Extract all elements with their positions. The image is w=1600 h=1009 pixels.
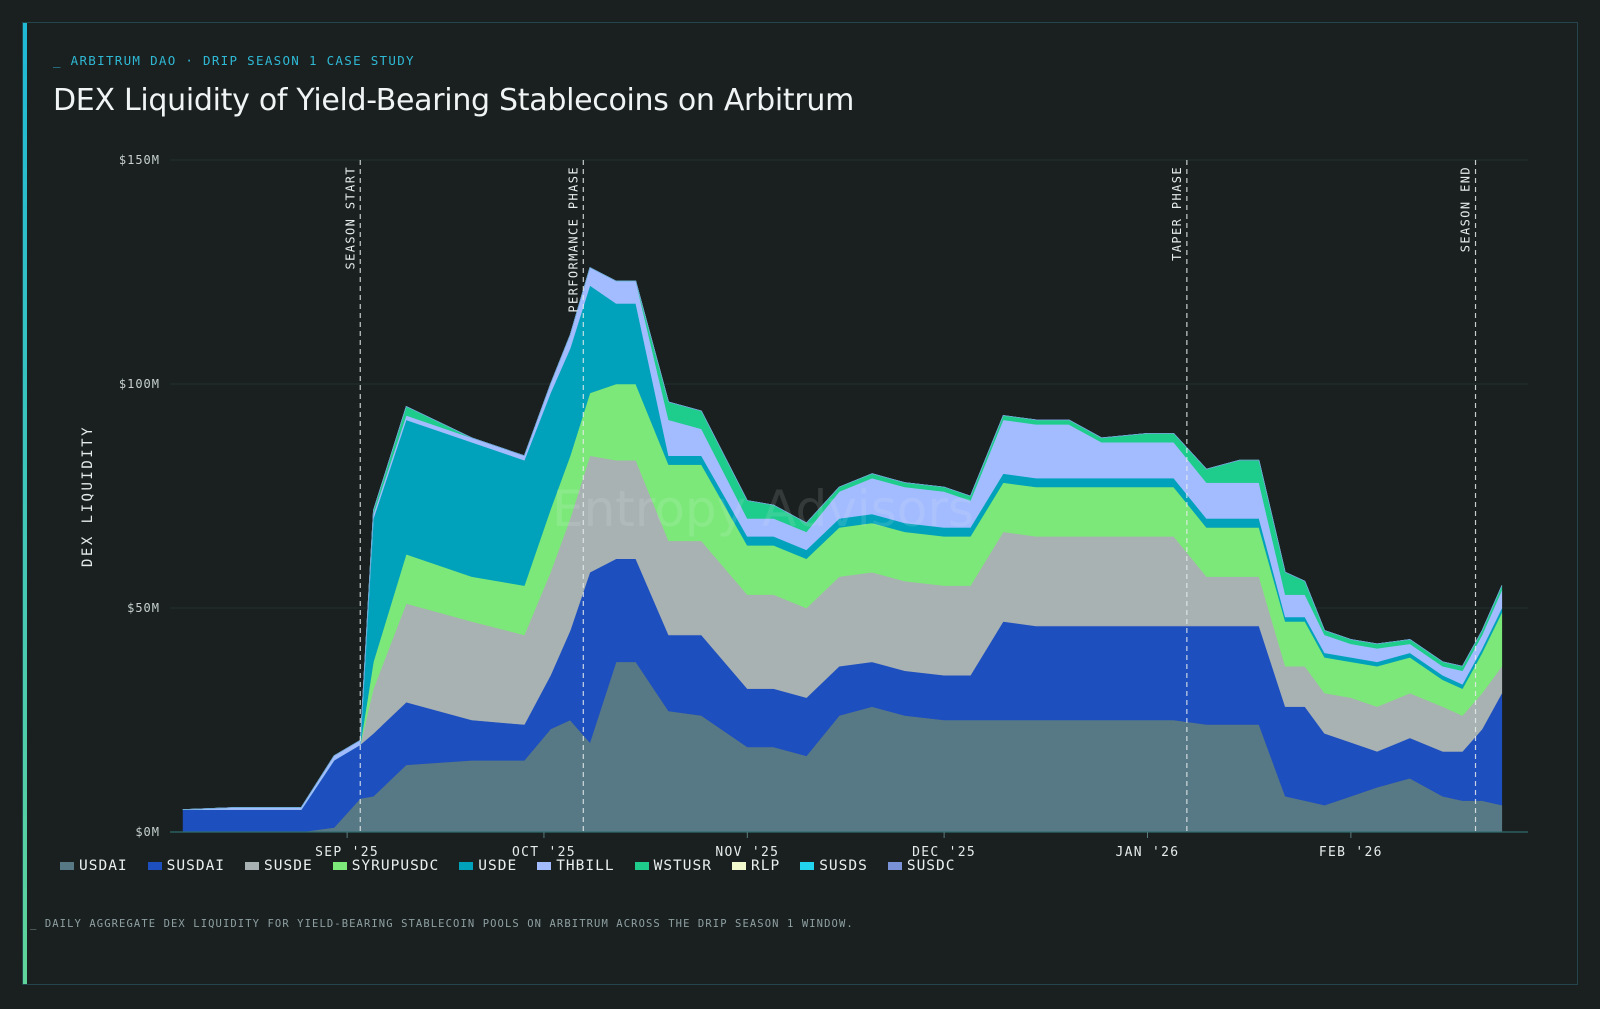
legend-swatch xyxy=(245,862,260,870)
y-tick-label: $0M xyxy=(135,825,160,839)
legend-item-susds: SUSDS xyxy=(800,858,868,874)
legend-swatch xyxy=(332,862,347,870)
area-series-susdc xyxy=(182,267,1503,810)
legend-item-rlp: RLP xyxy=(731,858,781,874)
legend-item-syrupusdc: SYRUPUSDC xyxy=(332,858,440,874)
legend-item-usde: USDE xyxy=(459,858,517,874)
legend-label: RLP xyxy=(750,858,781,874)
phase-marker-label: SEASON START xyxy=(343,166,357,270)
x-tick-label: SEP '25 xyxy=(315,845,379,860)
legend-label: WSTUSR xyxy=(653,858,712,874)
legend-label: SUSDAI xyxy=(166,858,226,874)
accent-bar xyxy=(23,23,27,984)
x-tick-label: NOV '25 xyxy=(715,845,779,860)
legend-swatch xyxy=(800,862,815,870)
chart-title: DEX Liquidity of Yield-Bearing Stablecoi… xyxy=(53,83,854,118)
legend-label: THBILL xyxy=(556,858,615,874)
phase-marker-label: TAPER PHASE xyxy=(1170,166,1184,261)
x-tick-label: JAN '26 xyxy=(1116,845,1180,860)
legend-item-susde: SUSDE xyxy=(245,858,313,874)
eyebrow-label: _ ARBITRUM DAO · DRIP SEASON 1 CASE STUD… xyxy=(53,53,415,68)
legend-swatch xyxy=(147,862,162,870)
phase-marker-label: PERFORMANCE PHASE xyxy=(566,166,580,313)
y-tick-label: $100M xyxy=(119,377,160,391)
legend-label: USDAI xyxy=(79,858,128,874)
legend-label: SUSDS xyxy=(819,858,868,874)
legend-swatch xyxy=(731,862,746,870)
legend-item-susdai: SUSDAI xyxy=(147,858,226,874)
chart-footnote: _ DAILY AGGREGATE DEX LIQUIDITY FOR YIEL… xyxy=(30,918,854,930)
chart-legend: USDAI SUSDAI SUSDE SYRUPUSDC USDE THBILL WSTUS… xyxy=(60,858,956,874)
y-tick-label: $50M xyxy=(127,601,160,615)
phase-marker-label: SEASON END xyxy=(1459,166,1473,252)
x-tick-label: DEC '25 xyxy=(912,845,976,860)
legend-swatch xyxy=(60,862,74,870)
legend-item-wstusr: WSTUSR xyxy=(634,858,712,874)
legend-label: SUSDE xyxy=(264,858,313,874)
x-tick-label: OCT '25 xyxy=(512,845,576,860)
legend-item-usdai: USDAI xyxy=(60,858,128,874)
y-axis-label: DEX LIQUIDITY xyxy=(80,425,96,567)
legend-label: SYRUPUSDC xyxy=(351,858,440,874)
legend-item-thbill: THBILL xyxy=(537,858,614,874)
legend-label: USDE xyxy=(478,858,518,874)
legend-item-susdc: SUSDC xyxy=(887,858,956,874)
legend-swatch xyxy=(537,862,552,870)
legend-label: SUSDC xyxy=(906,858,956,874)
legend-swatch xyxy=(459,862,474,870)
x-tick-label: FEB '26 xyxy=(1319,845,1383,860)
legend-swatch xyxy=(887,862,902,870)
legend-swatch xyxy=(634,862,649,870)
y-tick-label: $150M xyxy=(119,153,160,167)
